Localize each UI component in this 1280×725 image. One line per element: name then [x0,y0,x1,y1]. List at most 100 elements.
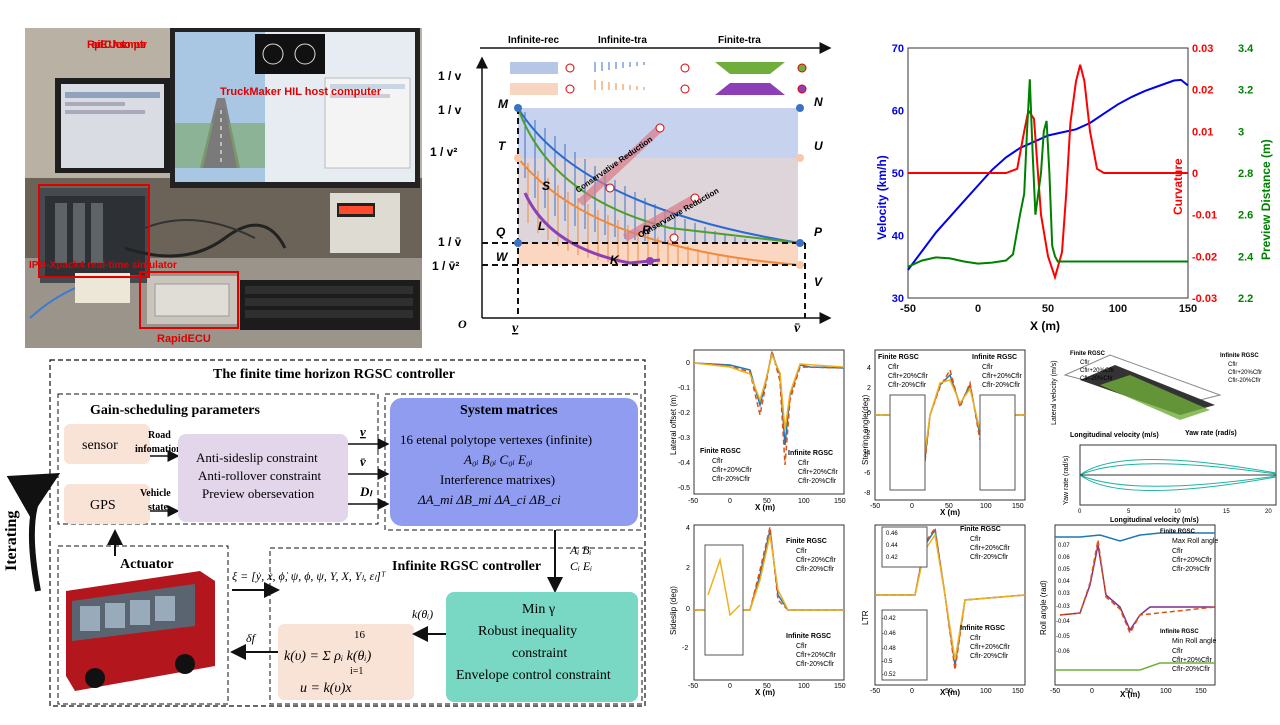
point-W: W [496,250,509,264]
photo-label-simulator: IPG-Xpack4 real-time simulator [29,260,177,271]
y2-tick-label: 0 [1192,168,1198,180]
lateral-ytick-0: 0 [686,360,690,367]
lateral-legend-a2: Cflr+20%Cflr [712,467,753,474]
sideslip-ytick-3: -2 [682,645,688,652]
ltr-legend-b3: Cflr-20%Cflr [970,653,1009,660]
steering-legend-b1: Cflr [982,364,994,371]
lateral-legend-a: Finite RGSC [700,448,741,455]
infinite-title: Infinite RGSC controller [392,559,541,574]
y3-tick-label: 3 [1238,126,1244,138]
steering-xlabel: X (m) [940,508,960,517]
lateral-xtick-2: 50 [763,498,771,505]
x-tick-label: 100 [1109,303,1127,315]
sys-line-4: ΔA_mi ΔB_mi ΔA_ci ΔB_ci [417,492,561,507]
xlabel-vlow: v [512,321,519,336]
lateral-legend-b3: Cflr-20%Cflr [798,478,837,485]
param-v-high: v̄ [360,454,366,469]
point-V: V [814,275,823,289]
gps-box: GPS [90,498,116,513]
lateral-xtick-0: -50 [688,498,698,505]
ltr-ylabel: LTR [861,610,870,625]
ylabel-1-vlow2: 1 / v² [430,145,457,159]
sys-line-3: Interference matrixes) [440,472,555,487]
sys-line-2: A₀ᵢ B₀ᵢ C₀ᵢ E₀ᵢ [463,452,533,467]
roll-ytick-7: -0.05 [1056,634,1070,640]
series-line-2 [907,79,1188,268]
param-v-low: v [360,424,366,439]
point-T: T [498,139,507,153]
x-tick-label: -50 [900,303,916,315]
sideslip-legend-a: Finite RGSC [786,538,827,545]
sideslip-xtick-2: 50 [763,683,771,690]
origin-label: O [458,317,467,331]
roll-legend-a: Finite RGSC [1160,529,1196,535]
steering-legend-b: Infinite RGSC [972,354,1017,361]
constraint-3: Preview obersevation [202,486,315,501]
steering-ytick-3: -2 [864,430,870,437]
steering-legend-a3: Cflr-20%Cflr [888,382,927,389]
y3-tick-label: 2.8 [1238,168,1253,180]
point-P: P [814,225,823,239]
opt-2: Robust inequality [478,624,577,639]
sideslip-xtick-0: -50 [688,683,698,690]
ltr-xtick-0: -50 [870,688,880,695]
surface-legend-b1: Cflr [1228,362,1237,368]
sideslip-ytick-0: 4 [686,525,690,532]
roll-ytick-5: -0.03 [1056,604,1070,610]
lateral-xlabel: X (m) [755,503,775,512]
actuator-title: Actuator [120,557,174,572]
yaw-ylabel: Yaw rate (rad/s) [1063,456,1070,505]
steering-angle-plot: Steering angle(deg) X (m) Finite RGSC Cf… [861,349,1026,517]
sideslip-ytick-1: 2 [686,565,690,572]
roll-legend-b2: Cflr+20%Cflr [1172,657,1213,664]
sensor-box: sensor [82,438,118,453]
steering-legend-a1: Cflr [888,364,900,371]
opt-3: constraint [512,646,567,661]
point-Q: Q [496,225,506,239]
sideslip-xtick-3: 100 [798,683,810,690]
abce-1: Aᵢ Bᵢ [569,543,592,557]
y3-tick-label: 3.4 [1238,43,1254,55]
ltr-xtick-4: 150 [1012,688,1024,695]
delta-f: δf [246,631,257,645]
roll-legend-a3: Cflr-20%Cflr [1172,566,1211,573]
lateral-xtick-4: 150 [834,498,846,505]
ltr-legend-a1: Cflr [970,536,982,543]
yaw-xtick-3: 15 [1223,509,1230,515]
roll-ytick-2: 0.05 [1058,567,1070,573]
roll-legend-b3: Cflr-20%Cflr [1172,666,1211,673]
steering-legend-a: Finite RGSC [878,354,919,361]
top-chart-y3label: Preview Distance (m) [1259,139,1273,260]
ltr-ytick-0: 0.46 [886,531,898,537]
steering-legend-b2: Cflr+20%Cflr [982,373,1023,380]
k-bottom: i=1 [350,666,363,677]
lateral-legend-b: Infinite RGSC [788,450,833,457]
steering-ytick-2: 0 [867,410,871,417]
ylabel-1-vhigh2: 1 / v̄² [432,259,459,273]
point-K: K [610,253,620,267]
k-sum: k(υ) = Σ ρᵢ k(θᵢ) [284,649,372,664]
lateral-ytick-3: -0.3 [678,435,690,442]
sideslip-legend-a1: Cflr [796,548,808,555]
roll-legend-a1: Cflr [1172,548,1184,555]
roll-legend-b1: Cflr [1172,648,1184,655]
yaw-xtick-1: 5 [1127,509,1131,515]
roll-ylabel: Roll angle (rad) [1039,580,1048,635]
y2-tick-label: -0.01 [1192,210,1217,222]
ltr-ytick-1: 0.44 [886,543,898,549]
opt-4: Envelope control constraint [456,668,611,683]
y2-tick-label: 0.03 [1192,43,1213,55]
surface-legend-a: Finite RGSC [1070,351,1106,357]
abce-2: Cᵢ Eᵢ [570,559,592,573]
ltr-legend-b: Infinite RGSC [960,625,1005,632]
steering-ytick-5: -6 [864,470,870,477]
roll-xlabel: X (m) [1120,690,1140,699]
y2-tick-label: -0.03 [1192,293,1217,305]
roll-angle-plot: Roll angle (rad) X (m) Finite RGSC Max R… [1039,524,1218,699]
velocity-curvature-preview-chart: -50 0 50 100 150 30 40 50 60 70 -0.03 -0.02 -0.01 0 0.… [868,30,1280,340]
y1-tick-label: 30 [892,293,904,305]
point-S: S [542,179,550,193]
sys-title: System matrices [460,403,558,418]
roll-xtick-3: 100 [1160,688,1172,695]
roll-ytick-8: -0.06 [1056,649,1070,655]
